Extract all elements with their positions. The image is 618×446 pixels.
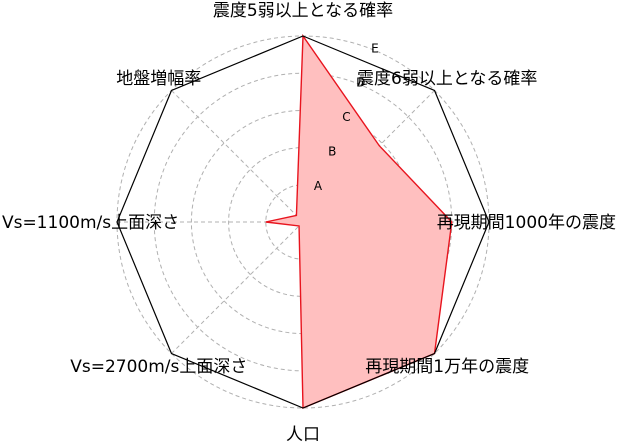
ring-label-d: D: [356, 76, 365, 90]
grid-spoke-5: [171, 221, 304, 354]
ring-label-a: A: [314, 179, 323, 193]
ring-labels: A B C D E: [314, 41, 379, 193]
ring-label-e: E: [371, 41, 379, 55]
series-polygon-0: [265, 33, 453, 410]
ring-label-b: B: [328, 144, 336, 158]
frame: [116, 35, 490, 409]
axis-label-0: 震度5弱以上となる確率: [213, 1, 393, 21]
ring-label-c: C: [342, 110, 350, 124]
axis-label-7: 地盤増幅率: [116, 69, 201, 89]
axis-label-1: 震度6弱以上となる確率: [357, 69, 537, 89]
series-layer: [265, 33, 453, 410]
outer-frame: [116, 35, 490, 409]
axis-label-2: 再現期間1000年の震度: [437, 213, 616, 233]
axis-label-5: Vs=2700m/s上面深さ: [70, 357, 247, 377]
grid-spoke-7: [171, 90, 304, 223]
axis-label-4: 人口: [286, 425, 320, 445]
axis-label-6: Vs=1100m/s上面深さ: [2, 213, 179, 233]
axis-label-3: 再現期間1万年の震度: [365, 357, 529, 377]
